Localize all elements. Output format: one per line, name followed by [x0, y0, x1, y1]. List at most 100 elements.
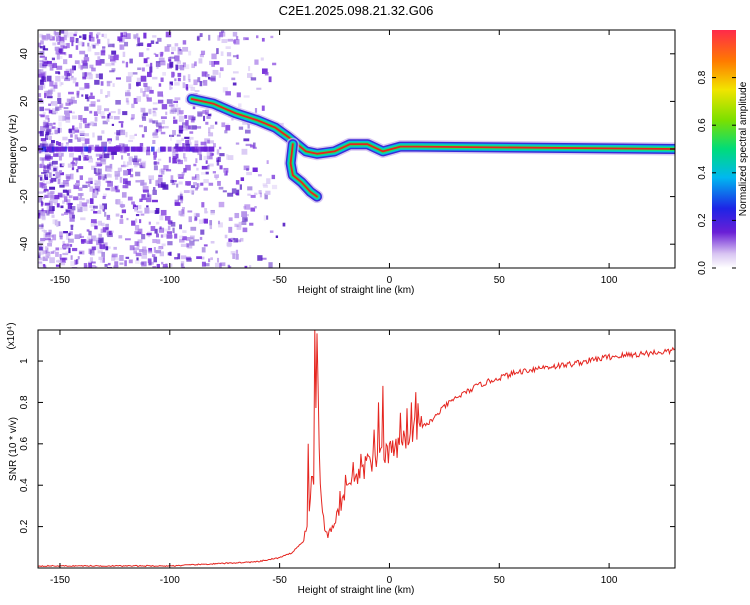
noise-speckle	[209, 266, 214, 268]
noise-speckle	[219, 67, 224, 72]
noise-speckle	[104, 174, 107, 179]
noise-speckle	[80, 65, 83, 71]
noise-speckle	[70, 261, 75, 267]
noise-speckle	[51, 160, 58, 165]
noise-speckle	[54, 202, 57, 206]
noise-speckle	[110, 111, 116, 114]
noise-speckle	[39, 55, 45, 58]
noise-speckle	[142, 189, 149, 193]
noise-speckle	[90, 208, 96, 211]
noise-speckle	[39, 106, 45, 112]
noise-speckle	[70, 206, 76, 211]
noise-speckle	[94, 79, 100, 85]
noise-speckle	[72, 125, 75, 131]
noise-speckle	[264, 72, 269, 76]
noise-speckle	[128, 83, 132, 90]
noise-speckle	[73, 184, 80, 190]
noise-speckle	[125, 33, 131, 40]
noise-speckle	[178, 181, 183, 185]
noise-speckle	[75, 127, 79, 131]
noise-speckle	[246, 171, 252, 176]
noise-speckle	[254, 108, 258, 113]
noise-speckle	[59, 254, 62, 259]
noise-speckle	[166, 44, 172, 47]
noise-speckle	[70, 152, 74, 156]
noise-speckle	[157, 247, 163, 251]
noise-speckle	[206, 150, 213, 156]
noise-speckle	[158, 83, 162, 87]
noise-speckle	[91, 264, 96, 268]
noise-speckle	[261, 257, 267, 260]
noise-speckle	[146, 43, 152, 47]
noise-speckle	[106, 80, 113, 84]
noise-speckle	[141, 194, 147, 201]
noise-speckle	[80, 118, 85, 122]
noise-speckle	[179, 235, 184, 239]
noise-speckle	[133, 250, 138, 254]
noise-speckle	[220, 51, 224, 56]
noise-speckle	[156, 221, 160, 225]
noise-speckle	[106, 214, 111, 220]
noise-speckle	[176, 183, 179, 188]
noise-speckle	[41, 158, 45, 164]
noise-speckle	[41, 69, 44, 73]
noise-speckle	[101, 33, 104, 38]
noise-speckle	[45, 181, 52, 185]
noise-speckle	[146, 94, 149, 99]
noise-speckle	[48, 229, 52, 235]
noise-speckle	[121, 192, 127, 198]
noise-speckle	[49, 257, 55, 264]
noise-speckle	[76, 180, 80, 183]
noise-speckle	[105, 180, 112, 183]
noise-speckle	[91, 67, 96, 72]
noise-speckle	[69, 244, 73, 247]
noise-speckle	[235, 192, 239, 195]
noise-speckle	[69, 73, 72, 76]
noise-speckle	[203, 179, 209, 184]
noise-speckle	[272, 62, 277, 66]
noise-speckle	[176, 134, 181, 137]
noise-speckle	[160, 182, 166, 188]
noise-speckle	[190, 226, 197, 231]
noise-speckle	[43, 61, 49, 64]
noise-speckle	[169, 134, 175, 137]
noise-speckle	[135, 252, 142, 257]
noise-speckle	[81, 94, 84, 97]
noise-speckle	[46, 210, 50, 216]
noise-speckle	[180, 243, 187, 247]
noise-speckle	[183, 190, 190, 194]
noise-speckle	[112, 83, 115, 87]
noise-speckle	[95, 180, 101, 187]
noise-speckle	[117, 108, 121, 115]
colorbar-tick-label: 0.4	[697, 165, 708, 179]
noise-speckle	[88, 95, 95, 99]
noise-speckle	[225, 91, 231, 96]
noise-speckle	[181, 171, 185, 176]
noise-speckle	[72, 157, 79, 161]
noise-speckle	[92, 192, 98, 198]
noise-speckle	[177, 50, 183, 55]
noise-speckle	[173, 100, 179, 103]
noise-speckle	[126, 168, 132, 175]
noise-speckle	[133, 247, 140, 251]
noise-speckle	[147, 194, 152, 198]
noise-speckle	[92, 122, 97, 127]
noise-speckle	[162, 265, 169, 268]
noise-speckle	[172, 153, 179, 159]
noise-speckle	[179, 193, 183, 199]
noise-speckle	[134, 207, 138, 212]
noise-speckle	[40, 72, 46, 77]
noise-speckle	[235, 36, 239, 40]
noise-speckle	[99, 205, 104, 210]
noise-speckle	[167, 225, 171, 231]
noise-speckle	[44, 202, 51, 206]
noise-speckle	[119, 262, 124, 265]
noise-speckle	[252, 146, 257, 150]
noise-speckle	[152, 239, 157, 244]
noise-speckle	[102, 208, 106, 212]
noise-speckle	[175, 143, 179, 148]
noise-speckle	[67, 238, 74, 243]
noise-speckle	[269, 230, 274, 233]
noise-speckle	[47, 122, 53, 127]
noise-speckle	[114, 132, 118, 135]
